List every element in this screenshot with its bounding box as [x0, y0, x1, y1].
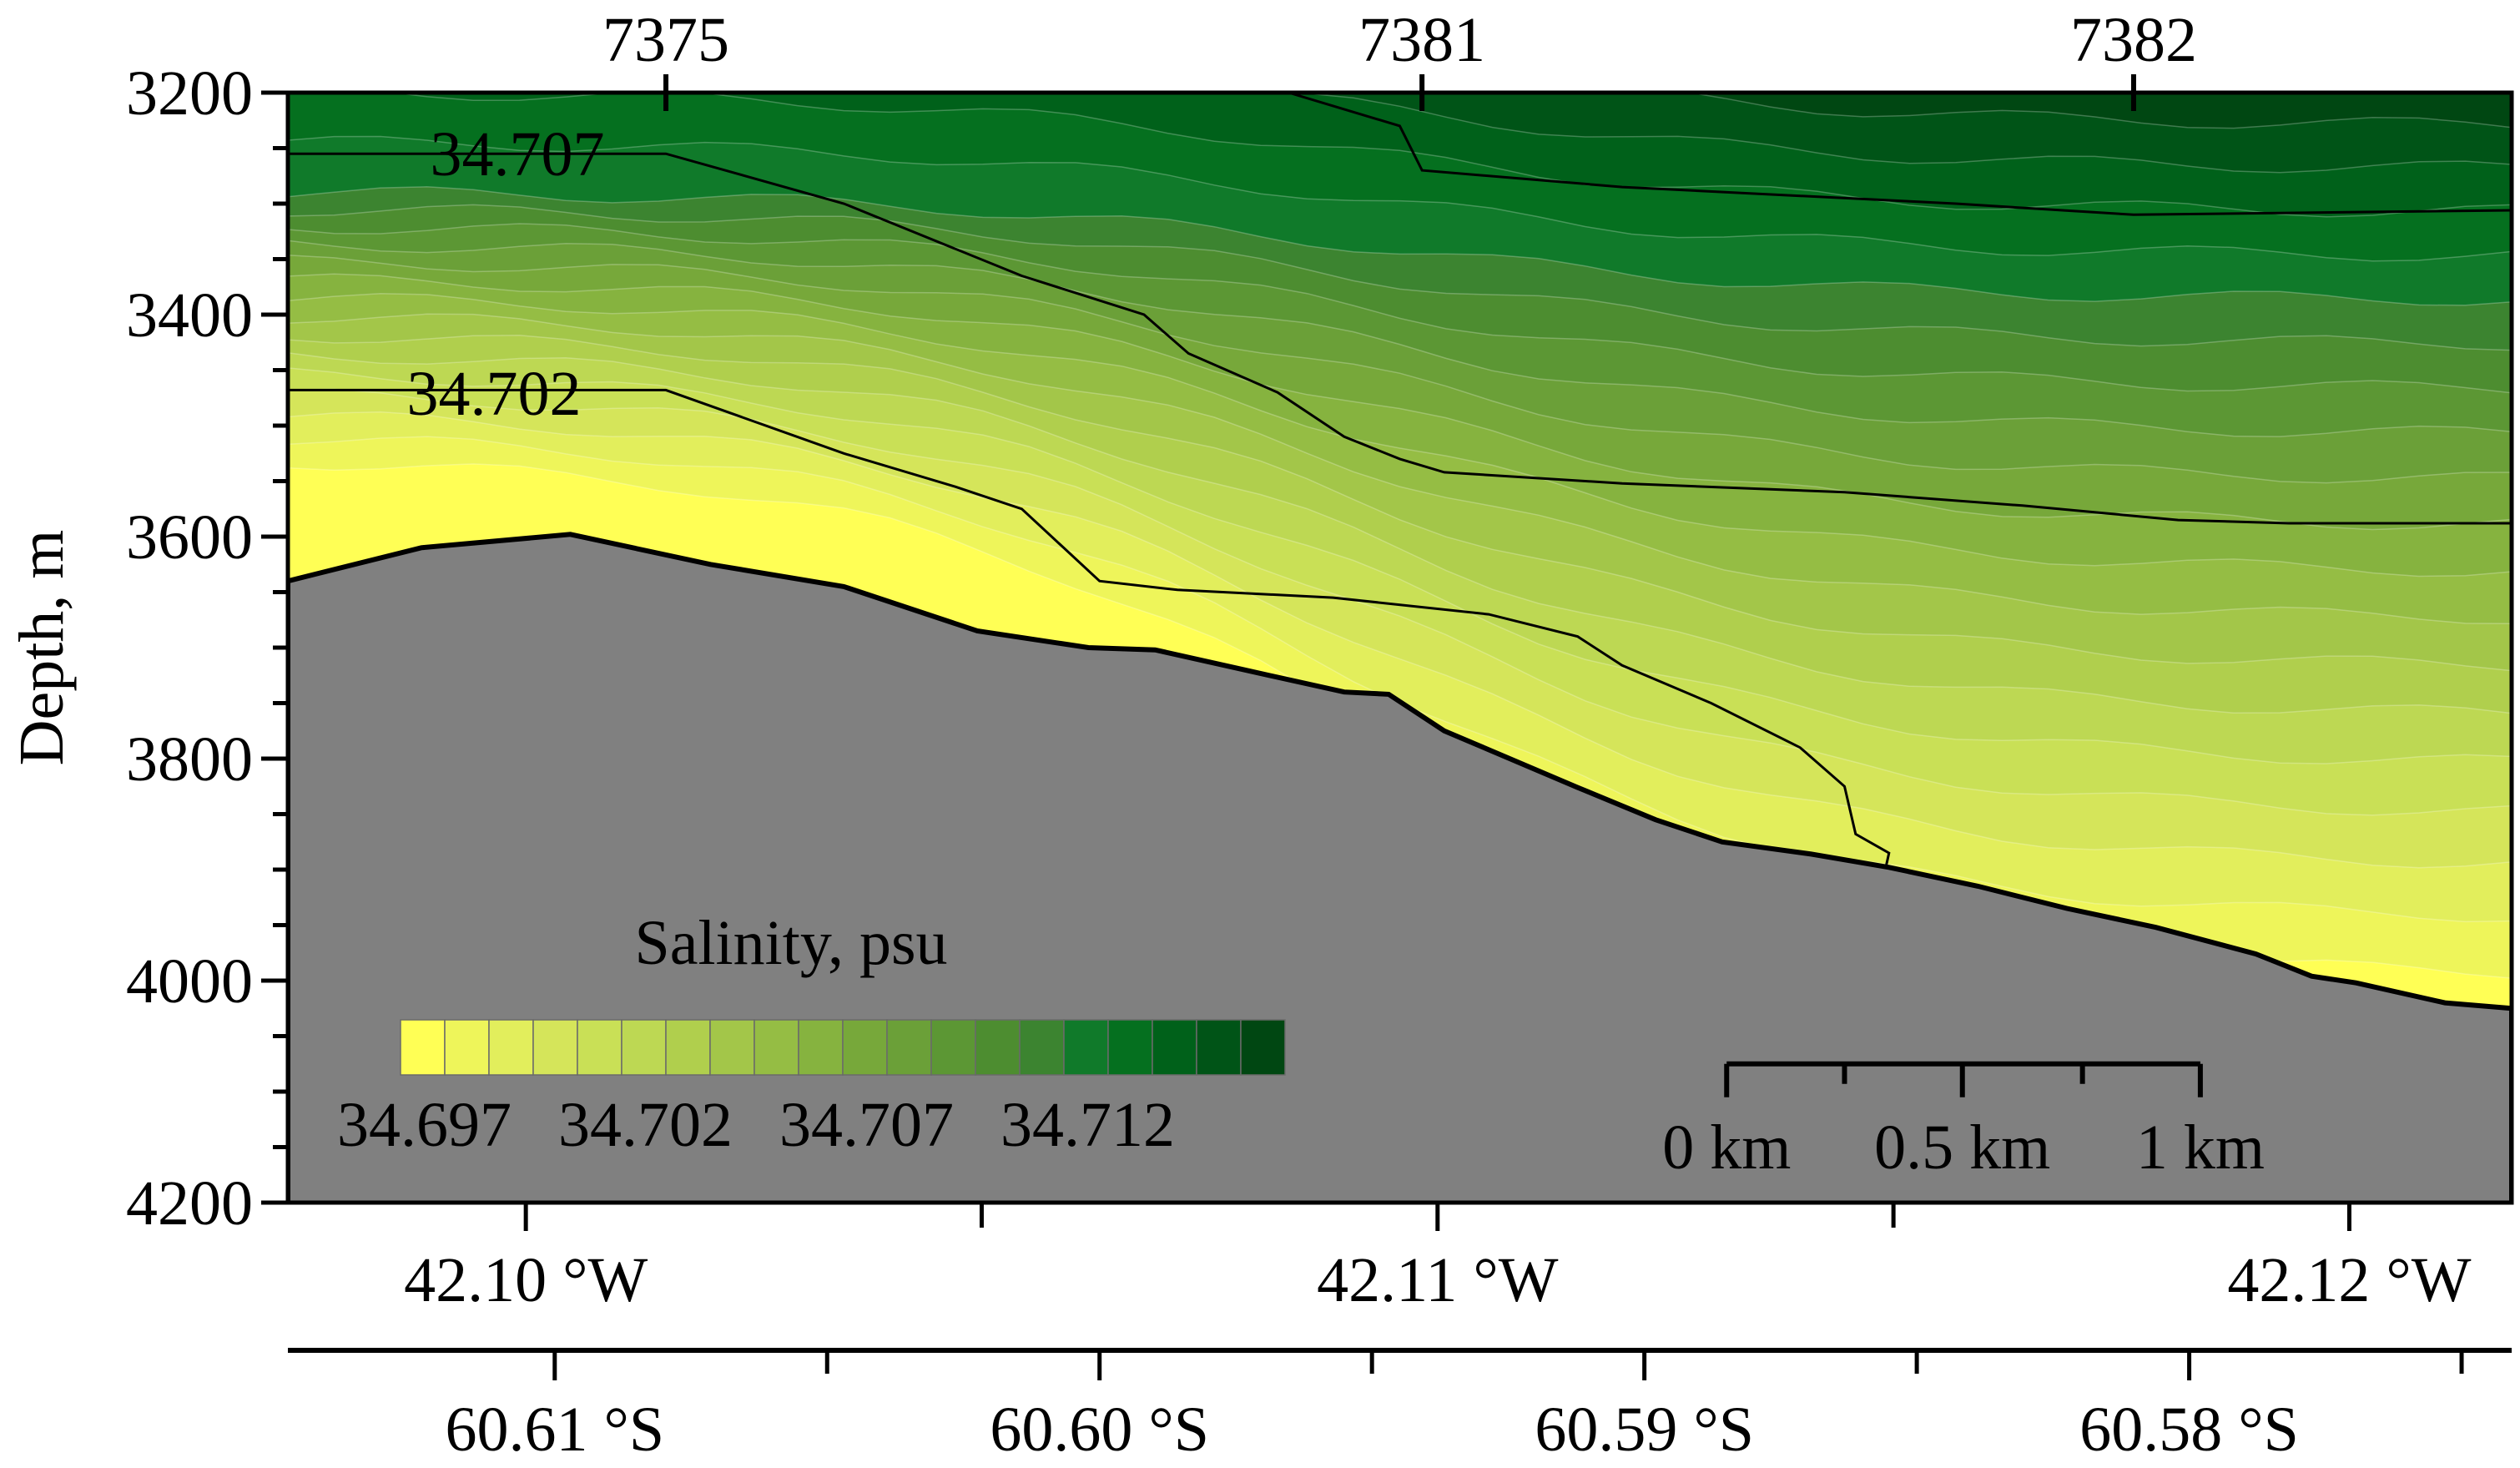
salinity-isoline	[288, 273, 2512, 531]
contour-label-34707: 34.707	[431, 119, 605, 189]
salinity-isoline	[288, 204, 2512, 351]
colorbar-cell	[1240, 1019, 1286, 1076]
depth-tick-label: 3600	[126, 502, 253, 573]
scale-bar-label: 0 km	[1662, 1112, 1791, 1183]
colorbar-cell	[886, 1019, 932, 1076]
depth-tick-label: 4200	[126, 1168, 253, 1238]
station-axis: 7375 7381 7382	[602, 5, 2197, 111]
colorbar-title: Salinity, psu	[634, 908, 947, 978]
colorbar-cell	[753, 1019, 799, 1076]
contour-labels: 34.707 34.702	[407, 119, 605, 429]
colorbar-tick-label: 34.702	[558, 1090, 733, 1160]
isohaline-line	[288, 152, 2512, 525]
longitude-tick-label: 42.11 °W	[1317, 1245, 1559, 1315]
station-tick-label: 7375	[602, 5, 729, 75]
salinity-isoline	[288, 186, 2512, 306]
latitude-axis: 60.61 °S 60.60 °S 60.59 °S 60.58 °S	[288, 1348, 2512, 1465]
salinity-isoline	[288, 292, 2512, 578]
depth-tick-label: 3200	[126, 58, 253, 129]
salinity-isoline	[1686, 93, 2512, 129]
salinity-isoline	[288, 351, 2512, 714]
longitude-tick-label: 42.10 °W	[404, 1245, 648, 1315]
longitude-tick-label: 42.12 °W	[2227, 1245, 2471, 1315]
scale-bar-label: 1 km	[2136, 1112, 2265, 1183]
distance-scale-bar: 0 km 0.5 km 1 km	[1662, 1061, 2265, 1183]
depth-axis-label: Depth, m	[7, 530, 77, 766]
salinity-fine-isolines	[288, 93, 2512, 979]
salinity-isoline	[288, 240, 2512, 437]
latitude-tick-label: 60.61 °S	[445, 1395, 664, 1465]
salinity-isoline	[288, 411, 2512, 869]
salinity-isoline	[288, 135, 2512, 262]
colorbar-cell	[577, 1019, 622, 1076]
colorbar-cell	[1152, 1019, 1197, 1076]
colorbar-cell	[532, 1019, 578, 1076]
colorbar-cell	[1107, 1019, 1153, 1076]
plot-area	[288, 93, 2512, 1203]
colorbar-cell	[709, 1019, 755, 1076]
salinity-isoline	[288, 335, 2512, 672]
latitude-tick-label: 60.59 °S	[1535, 1395, 1754, 1465]
scale-bar-label: 0.5 km	[1874, 1112, 2050, 1183]
salinity-isoline	[288, 388, 2512, 816]
longitude-axis: 42.10 °W 42.11 °W 42.12 °W	[404, 1203, 2472, 1315]
colorbar-cell	[621, 1019, 667, 1076]
salinity-isoline	[288, 313, 2512, 625]
colorbar-legend: Salinity, psu 34.697 34.702 34.707 34.712	[337, 908, 1286, 1160]
salinity-bands	[288, 93, 2512, 1203]
colorbar-tick-labels: 34.697 34.702 34.707 34.712	[337, 1090, 1175, 1160]
depth-tick-label: 3800	[126, 724, 253, 795]
colorbar-cell	[842, 1019, 888, 1076]
salinity-isoline	[288, 367, 2512, 764]
colorbar-cell	[975, 1019, 1021, 1076]
colorbar-cell	[400, 1019, 446, 1076]
station-tick-label: 7381	[1358, 5, 1485, 75]
colorbar-cell	[488, 1019, 534, 1076]
colorbar-cell	[665, 1019, 711, 1076]
colorbar-cell	[444, 1019, 490, 1076]
isohaline-line	[1288, 93, 2512, 216]
salinity-band	[288, 93, 2512, 129]
salinity-isoline	[288, 223, 2512, 394]
isohaline-line	[288, 388, 1891, 874]
salinity-isoline	[388, 93, 2512, 218]
depth-tick-label: 4000	[126, 946, 253, 1017]
colorbar-tick-label: 34.697	[337, 1090, 512, 1160]
salinity-isoline	[288, 255, 2512, 484]
colorbar-cell	[1196, 1019, 1242, 1076]
latitude-tick-label: 60.60 °S	[990, 1395, 1209, 1465]
salinity-band	[288, 93, 2512, 173]
colorbar-cell	[1063, 1019, 1109, 1076]
salinity-isoline	[1249, 93, 2512, 174]
latitude-tick-label: 60.58 °S	[2079, 1395, 2299, 1465]
colorbar-cell	[930, 1019, 976, 1076]
colorbar-cell	[1019, 1019, 1065, 1076]
depth-tick-label: 3400	[126, 280, 253, 351]
contour-label-34702: 34.702	[407, 359, 582, 429]
colorbar-tick-label: 34.712	[1000, 1090, 1175, 1160]
station-tick-label: 7382	[2070, 5, 2197, 75]
colorbar-tick-label: 34.707	[779, 1090, 954, 1160]
isohaline-contours	[288, 93, 2512, 874]
colorbar-cell	[798, 1019, 844, 1076]
depth-axis: Depth, m 3200 3400 3600 3800 4000 4200	[7, 58, 288, 1238]
colorbar-cells	[400, 1019, 1286, 1076]
